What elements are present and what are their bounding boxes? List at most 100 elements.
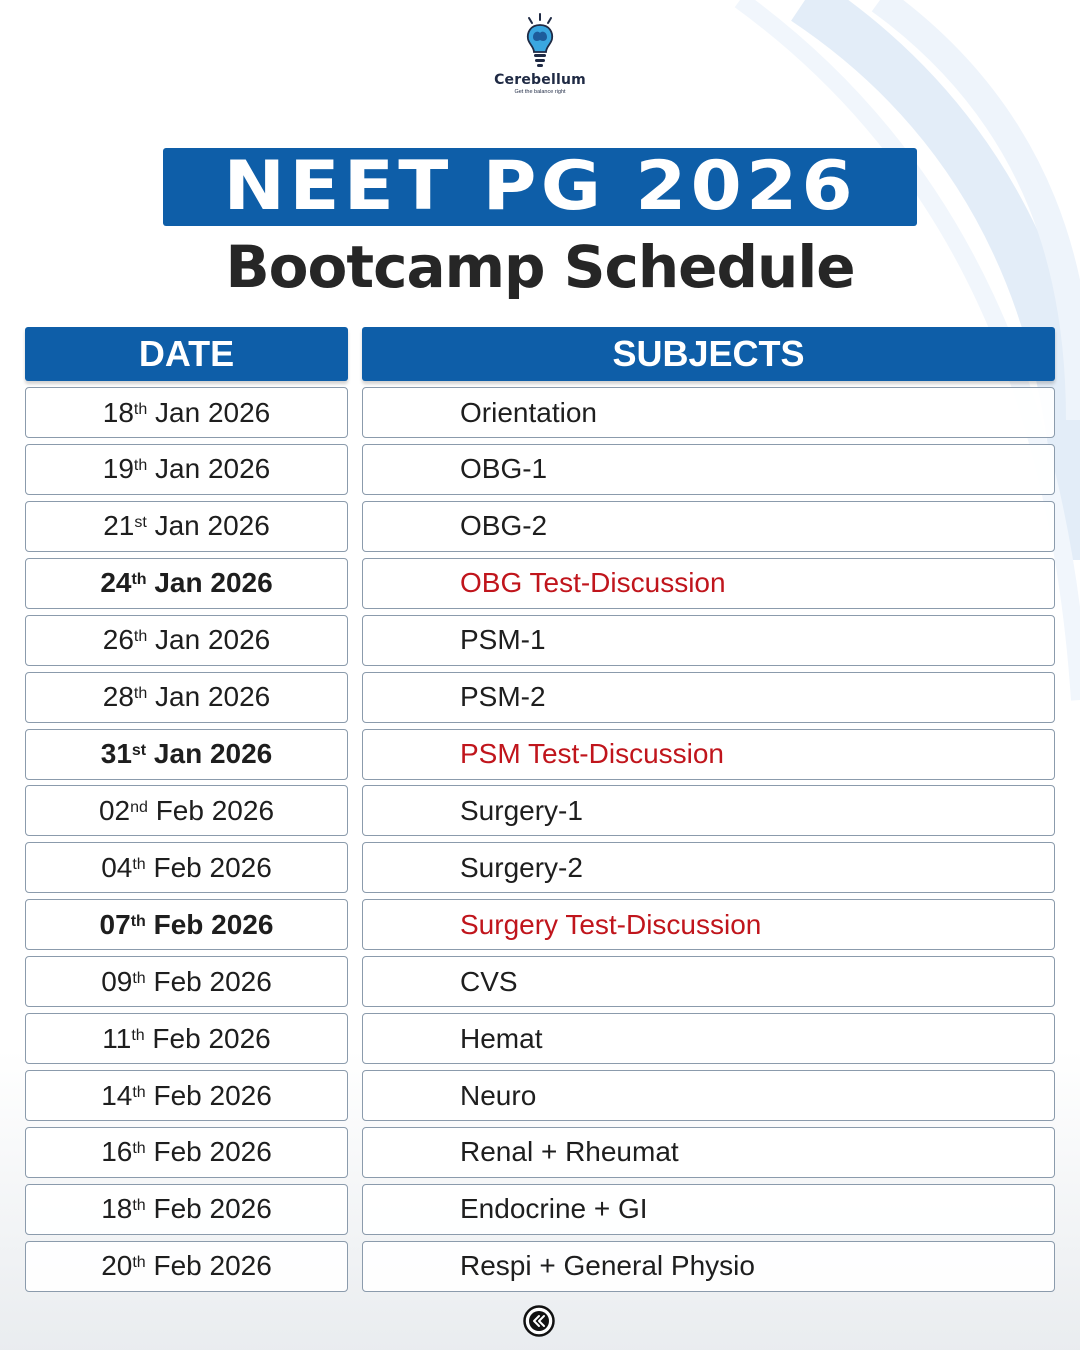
brand-name: Cerebellum bbox=[494, 72, 586, 88]
date-ordinal-suffix: th bbox=[132, 855, 146, 873]
subject-label: CVS bbox=[460, 965, 518, 997]
subject-cell: Neuro bbox=[362, 1070, 1055, 1122]
date-month-year: Jan 2026 bbox=[146, 738, 273, 770]
subject-label: OBG-1 bbox=[460, 453, 548, 485]
date-day: 09 bbox=[101, 965, 133, 997]
date-ordinal-suffix: th bbox=[131, 571, 147, 589]
date-month-year: Jan 2026 bbox=[147, 453, 271, 485]
subject-label: Respi + General Physio bbox=[460, 1250, 755, 1282]
subject-cell: Orientation bbox=[362, 387, 1055, 438]
subject-cell: OBG-1 bbox=[362, 443, 1055, 495]
subject-cell: Endocrine + GI bbox=[362, 1183, 1055, 1235]
subject-label: Orientation bbox=[460, 396, 597, 428]
subject-cell: OBG Test-Discussion bbox=[362, 557, 1055, 609]
date-day: 11 bbox=[102, 1022, 132, 1054]
subjects-column-header: SUBJECTS bbox=[362, 327, 1055, 381]
date-ordinal-suffix: st bbox=[131, 742, 147, 760]
date-ordinal-suffix: th bbox=[133, 400, 148, 418]
subject-label: Surgery-1 bbox=[460, 794, 583, 826]
date-day: 28 bbox=[102, 681, 134, 713]
date-day: 02 bbox=[98, 794, 131, 826]
date-ordinal-suffix: th bbox=[133, 457, 148, 475]
brand-logo: Cerebellum Get the balance right bbox=[480, 12, 600, 95]
date-day: 07 bbox=[99, 908, 131, 940]
date-month-year: Feb 2026 bbox=[145, 1079, 272, 1111]
page-subtitle: Bootcamp Schedule bbox=[225, 233, 855, 301]
date-month-year: Feb 2026 bbox=[145, 965, 272, 997]
date-ordinal-suffix: th bbox=[131, 1026, 145, 1044]
subject-cell: PSM-2 bbox=[362, 671, 1055, 723]
date-ordinal-suffix: th bbox=[132, 1083, 146, 1101]
date-ordinal-suffix: nd bbox=[130, 798, 148, 816]
subject-cell: PSM-1 bbox=[362, 614, 1055, 666]
page-title: NEET PG 2026 bbox=[223, 147, 857, 226]
date-month-year: Feb 2026 bbox=[145, 1193, 272, 1225]
subject-label: Surgery Test-Discussion bbox=[460, 908, 762, 940]
date-column-header: DATE bbox=[25, 327, 348, 381]
subject-cell: Surgery-2 bbox=[362, 842, 1055, 894]
brand-tagline: Get the balance right bbox=[514, 89, 566, 95]
lightbulb-brain-icon bbox=[526, 13, 554, 67]
date-ordinal-suffix: th bbox=[133, 685, 148, 703]
subject-label: OBG-2 bbox=[460, 510, 548, 542]
date-ordinal-suffix: th bbox=[132, 1140, 146, 1158]
subject-cell: Respi + General Physio bbox=[362, 1240, 1055, 1292]
date-month-year: Jan 2026 bbox=[146, 567, 273, 599]
date-day: 18 bbox=[101, 1193, 133, 1225]
date-month-year: Feb 2026 bbox=[147, 794, 275, 826]
date-month-year: Jan 2026 bbox=[147, 624, 271, 656]
date-day: 14 bbox=[101, 1079, 133, 1111]
date-ordinal-suffix: th bbox=[133, 628, 148, 646]
subject-cell: PSM Test-Discussion bbox=[362, 728, 1055, 780]
subject-cell: Hemat bbox=[362, 1013, 1055, 1065]
date-day: 18 bbox=[102, 396, 134, 428]
date-ordinal-suffix: st bbox=[134, 514, 147, 532]
date-day: 24 bbox=[100, 567, 132, 599]
date-month-year: Feb 2026 bbox=[145, 851, 272, 883]
subject-cell: OBG-2 bbox=[362, 500, 1055, 552]
date-month-year: Feb 2026 bbox=[145, 908, 274, 940]
subject-label: PSM-1 bbox=[460, 624, 546, 656]
date-ordinal-suffix: th bbox=[130, 912, 146, 930]
date-day: 16 bbox=[101, 1136, 133, 1168]
subject-cell: CVS bbox=[362, 956, 1055, 1008]
date-day: 19 bbox=[102, 453, 134, 485]
subject-label: PSM-2 bbox=[460, 681, 546, 713]
date-month-year: Feb 2026 bbox=[145, 1136, 272, 1168]
double-chevron-left-icon[interactable] bbox=[523, 1305, 555, 1337]
date-day: 21 bbox=[103, 510, 135, 542]
subject-cell: Surgery-1 bbox=[362, 785, 1055, 837]
subject-label: Hemat bbox=[460, 1022, 543, 1054]
date-month-year: Feb 2026 bbox=[144, 1022, 271, 1054]
date-ordinal-suffix: th bbox=[132, 1254, 146, 1272]
subject-cell: Renal + Rheumat bbox=[362, 1126, 1055, 1178]
